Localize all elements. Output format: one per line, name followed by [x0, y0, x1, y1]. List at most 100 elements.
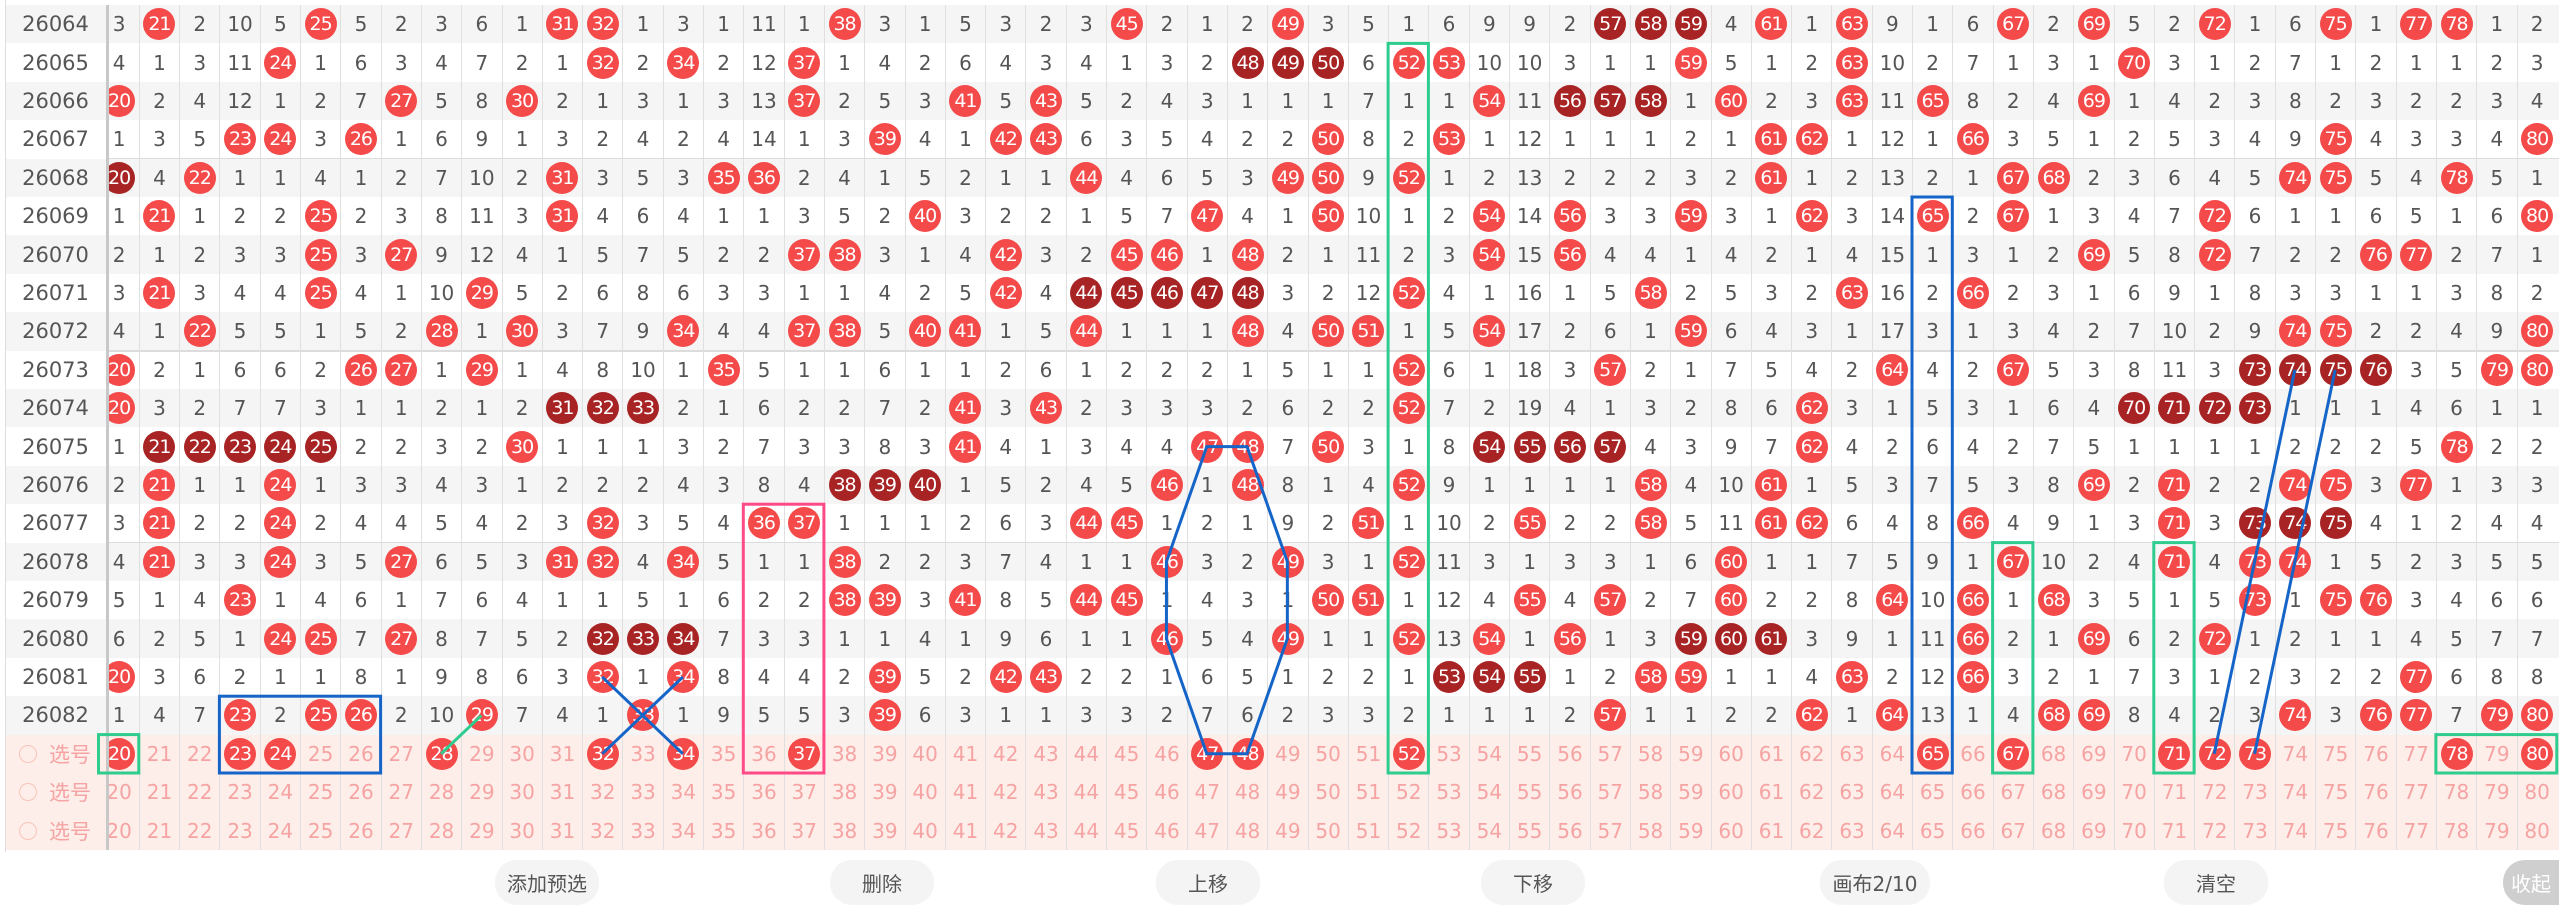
select-number-50[interactable]: 50 [1307, 811, 1348, 850]
select-number-33[interactable]: 33 [622, 811, 662, 850]
select-number-79[interactable]: 79 [2476, 734, 2516, 773]
select-number-57[interactable]: 57 [1589, 773, 1630, 812]
select-number-35[interactable]: 35 [703, 773, 743, 812]
select-number-46[interactable]: 46 [1146, 811, 1186, 850]
move-down-button[interactable]: 下移 [1481, 860, 1585, 905]
select-number-28[interactable]: 28 [420, 734, 461, 773]
select-number-73[interactable]: 73 [2234, 734, 2274, 773]
select-number-40[interactable]: 40 [904, 811, 945, 850]
select-number-41[interactable]: 41 [944, 811, 985, 850]
select-number-50[interactable]: 50 [1307, 773, 1348, 812]
selected-ball[interactable]: 24 [264, 737, 297, 770]
select-number-39[interactable]: 39 [864, 734, 904, 773]
select-number-69[interactable]: 69 [2073, 734, 2113, 773]
select-number-72[interactable]: 72 [2194, 734, 2234, 773]
select-number-36[interactable]: 36 [743, 811, 783, 850]
select-number-25[interactable]: 25 [300, 734, 340, 773]
select-number-65[interactable]: 65 [1912, 734, 1952, 773]
select-number-55[interactable]: 55 [1509, 773, 1549, 812]
select-number-59[interactable]: 59 [1670, 734, 1710, 773]
select-number-42[interactable]: 42 [985, 773, 1025, 812]
select-number-38[interactable]: 38 [823, 811, 864, 850]
select-number-70[interactable]: 70 [2113, 811, 2154, 850]
select-number-44[interactable]: 44 [1065, 734, 1106, 773]
select-number-67[interactable]: 67 [1992, 734, 2033, 773]
selected-ball[interactable]: 23 [224, 737, 257, 770]
selected-ball[interactable]: 65 [1916, 737, 1949, 770]
select-number-54[interactable]: 54 [1468, 734, 1509, 773]
select-number-51[interactable]: 51 [1347, 734, 1388, 773]
selected-ball[interactable]: 73 [2239, 737, 2272, 770]
select-number-38[interactable]: 38 [823, 773, 864, 812]
select-number-47[interactable]: 47 [1186, 773, 1227, 812]
select-number-68[interactable]: 68 [2032, 734, 2073, 773]
select-number-46[interactable]: 46 [1146, 734, 1186, 773]
select-number-69[interactable]: 69 [2073, 773, 2113, 812]
select-number-45[interactable]: 45 [1106, 811, 1146, 850]
select-number-30[interactable]: 30 [501, 773, 542, 812]
select-number-21[interactable]: 21 [138, 811, 179, 850]
select-number-21[interactable]: 21 [138, 734, 179, 773]
select-number-63[interactable]: 63 [1831, 773, 1871, 812]
select-number-70[interactable]: 70 [2113, 773, 2154, 812]
select-number-62[interactable]: 62 [1791, 734, 1831, 773]
select-number-43[interactable]: 43 [1025, 773, 1065, 812]
select-number-72[interactable]: 72 [2194, 773, 2234, 812]
collapse-button[interactable]: 收起 [2503, 860, 2559, 905]
selected-ball[interactable]: 34 [667, 737, 700, 770]
select-number-57[interactable]: 57 [1589, 734, 1630, 773]
select-number-45[interactable]: 45 [1106, 773, 1146, 812]
select-number-64[interactable]: 64 [1871, 811, 1912, 850]
select-number-53[interactable]: 53 [1428, 811, 1468, 850]
select-number-29[interactable]: 29 [461, 734, 501, 773]
select-number-78[interactable]: 78 [2435, 811, 2476, 850]
select-number-49[interactable]: 49 [1267, 773, 1307, 812]
select-number-59[interactable]: 59 [1670, 773, 1710, 812]
radio-circle-icon[interactable] [19, 783, 37, 802]
select-number-80[interactable]: 80 [2516, 811, 2557, 850]
select-number-45[interactable]: 45 [1106, 734, 1146, 773]
select-number-26[interactable]: 26 [340, 811, 380, 850]
select-number-32[interactable]: 32 [582, 734, 622, 773]
clear-button[interactable]: 清空 [2164, 860, 2268, 905]
select-row-label[interactable]: 选号 [5, 734, 109, 773]
select-number-75[interactable]: 75 [2315, 773, 2355, 812]
selected-ball[interactable]: 78 [2440, 737, 2473, 770]
select-number-53[interactable]: 53 [1428, 773, 1468, 812]
select-number-56[interactable]: 56 [1549, 734, 1589, 773]
select-number-58[interactable]: 58 [1629, 811, 1670, 850]
select-number-59[interactable]: 59 [1670, 811, 1710, 850]
select-number-57[interactable]: 57 [1589, 811, 1630, 850]
select-number-37[interactable]: 37 [783, 734, 824, 773]
canvas-page-button[interactable]: 画布2/10 [1820, 860, 1930, 905]
select-number-22[interactable]: 22 [179, 773, 219, 812]
select-number-51[interactable]: 51 [1347, 811, 1388, 850]
select-number-75[interactable]: 75 [2315, 811, 2355, 850]
select-number-35[interactable]: 35 [703, 734, 743, 773]
select-number-62[interactable]: 62 [1791, 773, 1831, 812]
select-number-52[interactable]: 52 [1388, 773, 1428, 812]
select-number-27[interactable]: 27 [380, 734, 421, 773]
select-number-60[interactable]: 60 [1710, 734, 1751, 773]
select-number-33[interactable]: 33 [622, 773, 662, 812]
select-number-69[interactable]: 69 [2073, 811, 2113, 850]
selected-ball[interactable]: 47 [1191, 737, 1224, 770]
selected-ball[interactable]: 67 [1997, 737, 2030, 770]
add-preselect-button[interactable]: 添加预选 [495, 860, 599, 905]
select-number-79[interactable]: 79 [2476, 773, 2516, 812]
select-number-33[interactable]: 33 [622, 734, 662, 773]
select-number-67[interactable]: 67 [1992, 811, 2033, 850]
select-number-26[interactable]: 26 [340, 734, 380, 773]
select-number-21[interactable]: 21 [138, 773, 179, 812]
select-number-79[interactable]: 79 [2476, 811, 2516, 850]
select-number-74[interactable]: 74 [2274, 773, 2315, 812]
select-number-76[interactable]: 76 [2355, 734, 2395, 773]
select-number-34[interactable]: 34 [662, 773, 703, 812]
select-number-30[interactable]: 30 [501, 811, 542, 850]
select-number-49[interactable]: 49 [1267, 811, 1307, 850]
select-number-74[interactable]: 74 [2274, 734, 2315, 773]
selected-ball[interactable]: 32 [586, 737, 619, 770]
select-number-26[interactable]: 26 [340, 773, 380, 812]
select-number-64[interactable]: 64 [1871, 734, 1912, 773]
selected-ball[interactable]: 52 [1392, 737, 1425, 770]
